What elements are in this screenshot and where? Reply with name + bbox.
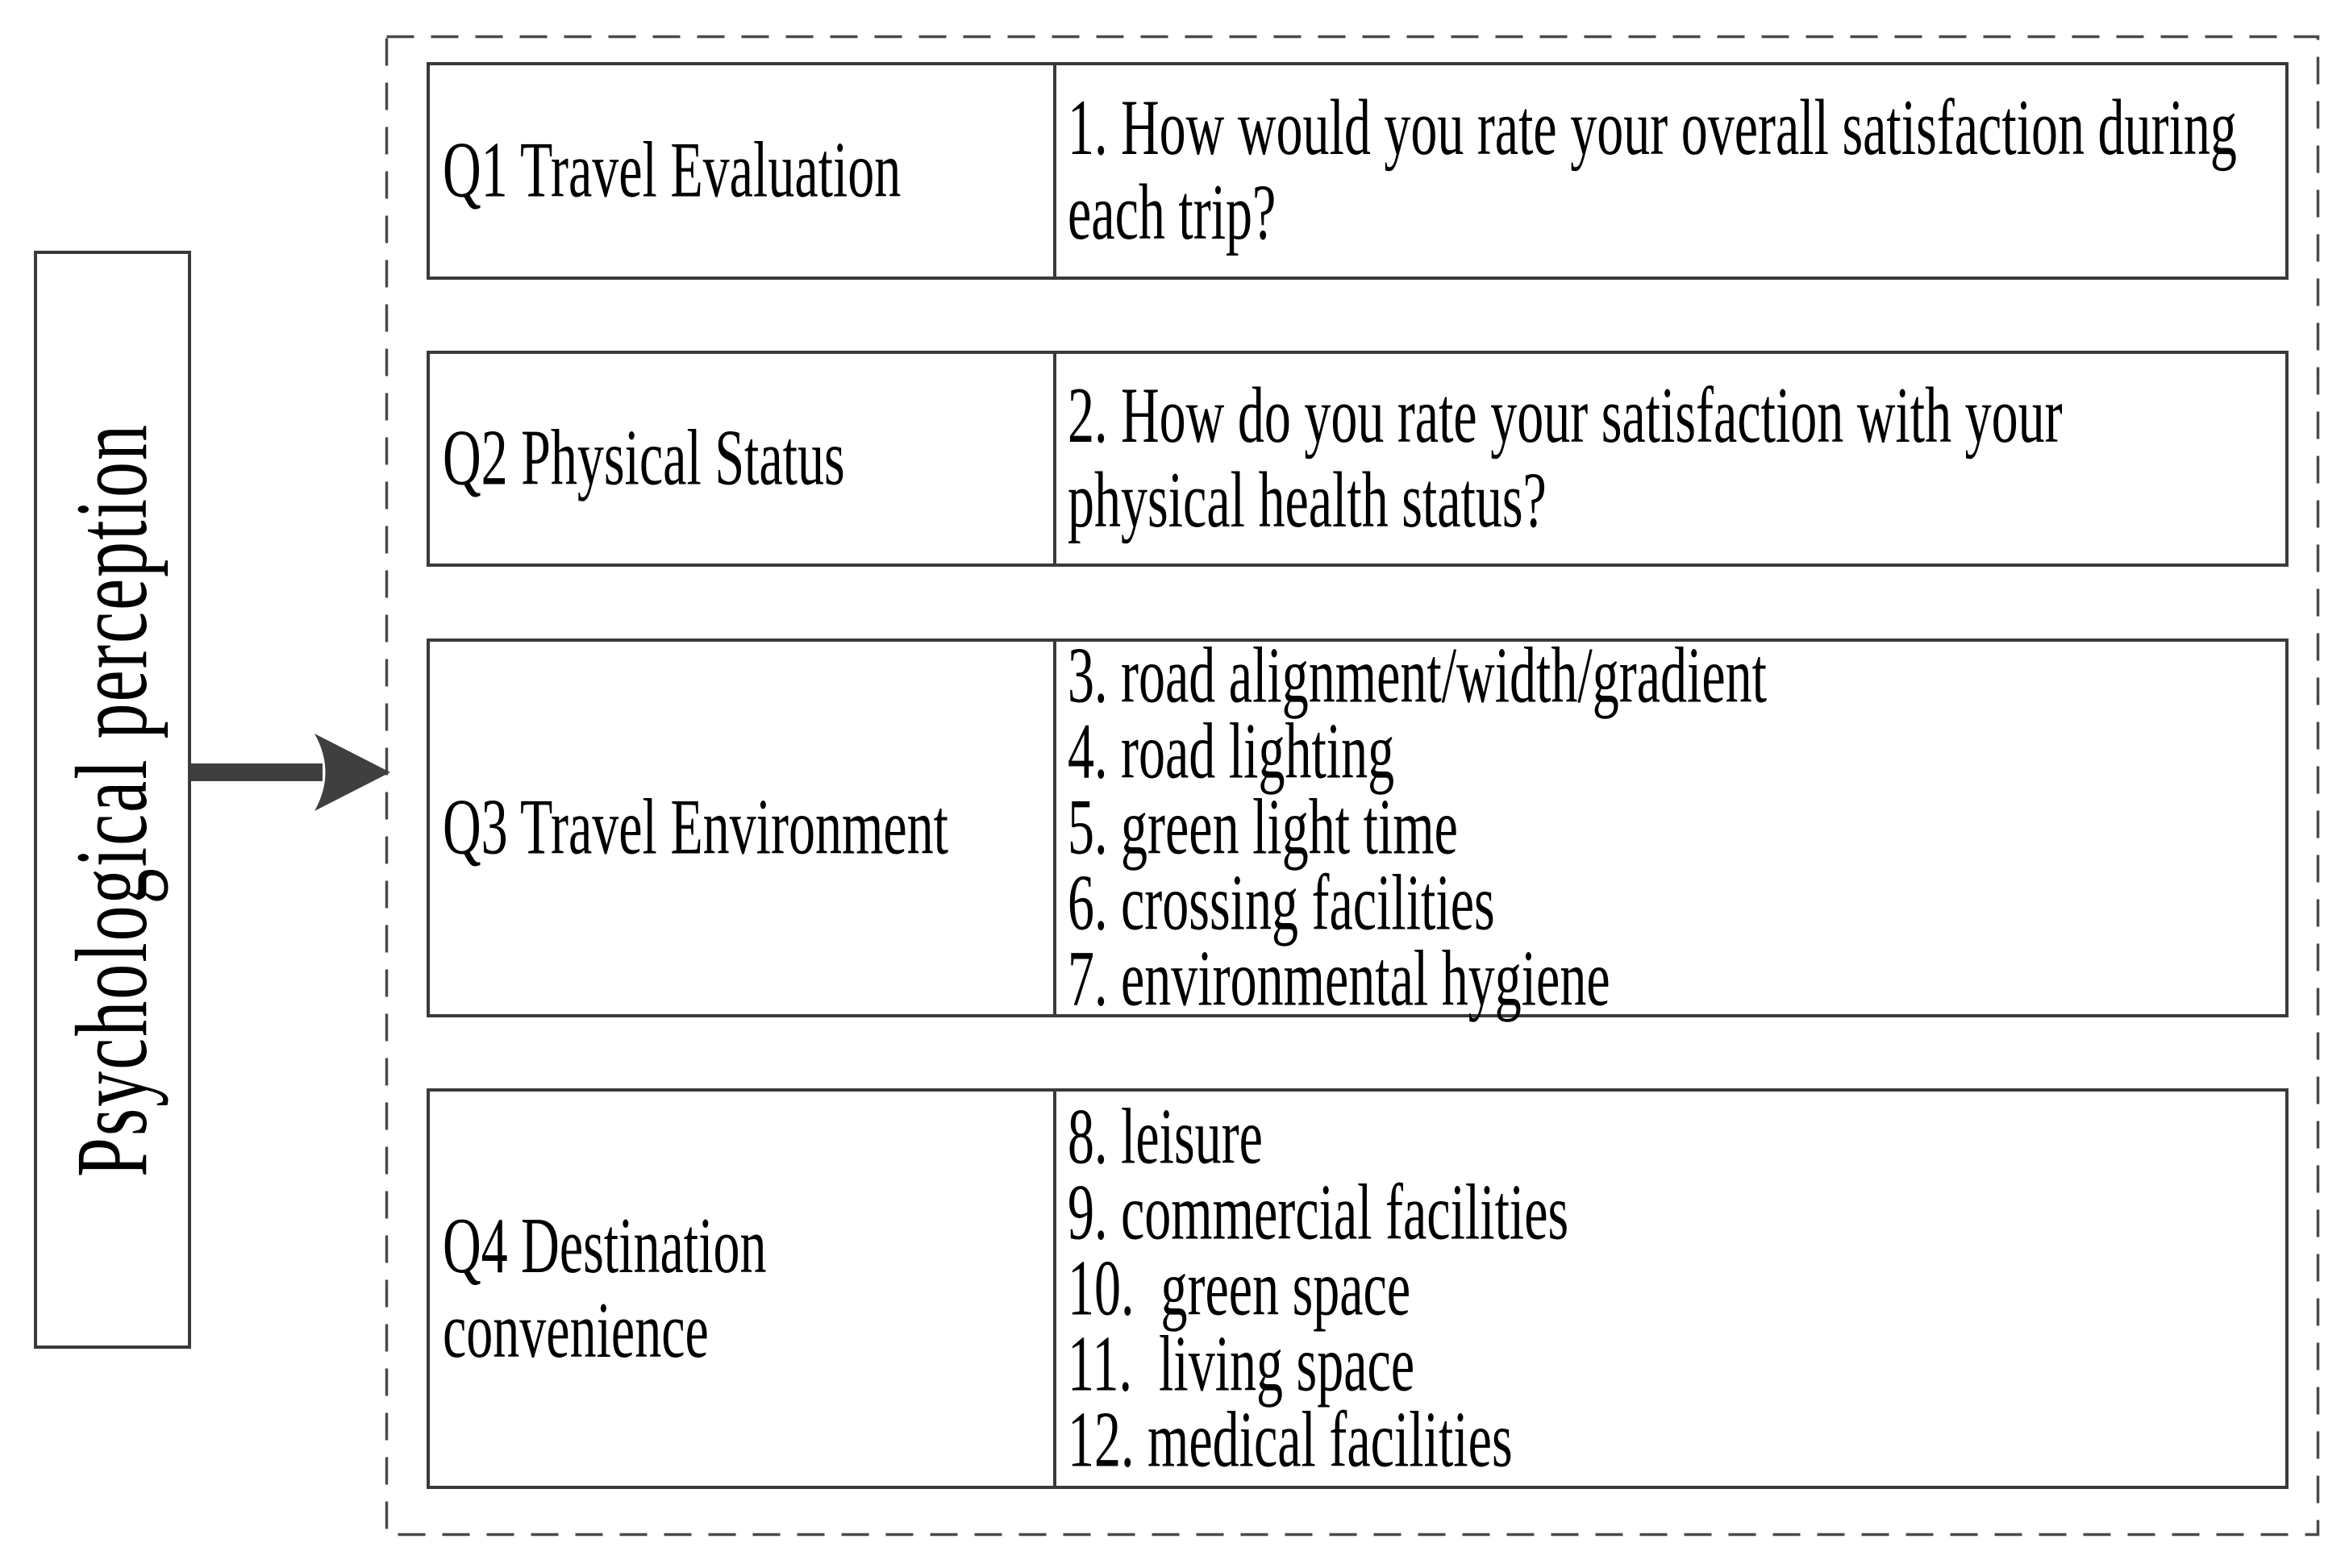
question-2: 2. How do you rate your satisfaction wit… xyxy=(1068,372,2076,545)
item-3: 3. road alignment/width/gradient xyxy=(1068,631,1767,721)
item-10: 10. green space xyxy=(1068,1244,1411,1333)
item-11: 11. living space xyxy=(1068,1320,1415,1408)
item-5: 5. green light time xyxy=(1068,783,1458,872)
q4-destination-convenience-row: Q4 Destination convenience 8. leisure 9.… xyxy=(427,1088,2289,1489)
q4-category-cell: Q4 Destination convenience xyxy=(430,1092,1056,1486)
arrow-icon xyxy=(182,734,390,811)
question-1: 1. How would you rate your overall satis… xyxy=(1068,84,2251,257)
q2-category-label: Q2 Physical Status xyxy=(443,414,845,502)
psychological-perception-label: Psychological perception xyxy=(56,422,169,1177)
item-6: 6. crossing facilities xyxy=(1068,859,1495,948)
q3-travel-environment-row: Q3 Travel Environment 3. road alignment/… xyxy=(427,632,2289,1024)
q3-category-cell: Q3 Travel Environment xyxy=(430,642,1056,1014)
q3-items-cell: 3. road alignment/width/gradient 4. road… xyxy=(1056,632,2285,1024)
item-9: 9. commercial facilities xyxy=(1068,1168,1569,1257)
q2-questions-cell: 2. How do you rate your satisfaction wit… xyxy=(1056,354,2285,564)
psychological-perception-box: Psychological perception xyxy=(34,251,191,1349)
item-7: 7. environmental hygiene xyxy=(1068,934,1610,1024)
q1-travel-evaluation-row: Q1 Travel Evaluation 1. How would you ra… xyxy=(427,62,2289,280)
item-8: 8. leisure xyxy=(1068,1092,1263,1181)
q4-items-cell: 8. leisure 9. commercial facilities 10. … xyxy=(1056,1092,2285,1486)
item-4: 4. road lighting xyxy=(1068,707,1395,796)
q2-physical-status-row: Q2 Physical Status 2. How do you rate yo… xyxy=(427,351,2289,567)
q2-category-cell: Q2 Physical Status xyxy=(430,354,1056,564)
q1-questions-cell: 1. How would you rate your overall satis… xyxy=(1056,65,2285,277)
q1-category-cell: Q1 Travel Evaluation xyxy=(430,65,1056,277)
q3-category-label: Q3 Travel Environment xyxy=(443,783,948,871)
q1-category-label: Q1 Travel Evaluation xyxy=(443,126,902,214)
item-12: 12. medical facilities xyxy=(1068,1395,1513,1484)
q4-category-label: Q4 Destination convenience xyxy=(443,1201,780,1375)
